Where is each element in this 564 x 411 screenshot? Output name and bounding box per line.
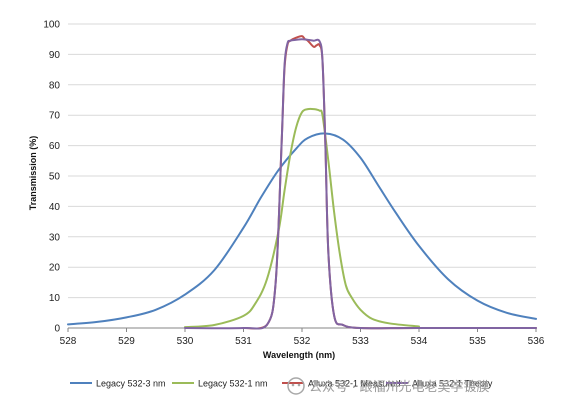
x-axis-ticks: 528 529 530 531 532 533 534 535 536	[60, 328, 545, 347]
wechat-icon	[287, 377, 305, 395]
x-tick-label: 536	[528, 336, 545, 347]
y-tick-label: 30	[49, 232, 61, 243]
wechat-icon-dot	[291, 383, 295, 387]
series-legacy-532-3nm	[67, 132, 537, 326]
y-tick-label: 90	[49, 50, 61, 61]
y-tick-label: 20	[49, 263, 61, 274]
watermark-text: 公众号 · 跟福州光电老吴学镀膜	[309, 379, 490, 394]
y-tick-label: 60	[49, 141, 61, 152]
x-axis-title: Wavelength (nm)	[263, 350, 335, 360]
x-tick-label: 532	[294, 336, 311, 347]
series-legacy-532-1nm	[184, 107, 420, 329]
watermark: 公众号 · 跟福州光电老吴学镀膜	[287, 377, 490, 395]
legend-label: Legacy 532-1 nm	[198, 379, 268, 389]
grid	[68, 23, 536, 329]
x-tick-label: 530	[177, 336, 194, 347]
x-tick-label: 533	[352, 336, 369, 347]
series-alluxa-theory	[184, 38, 537, 330]
y-tick-label: 40	[49, 202, 61, 213]
y-tick-label: 100	[43, 20, 60, 31]
legend-label: Alluxa 532-1 Measured	[308, 379, 401, 389]
x-tick-label: 531	[235, 336, 252, 347]
plot-series	[67, 35, 537, 330]
wechat-icon-dot	[297, 383, 301, 387]
y-tick-label: 70	[49, 111, 61, 122]
y-tick-label: 0	[54, 324, 60, 335]
series-alluxa-measured	[242, 35, 537, 330]
x-tick-label: 535	[469, 336, 486, 347]
x-tick-label: 528	[60, 336, 77, 347]
legend-label: Alluxa 532-1 Theory	[412, 379, 493, 389]
y-axis-ticks: 0 10 20 30 40 50 60 70 80 90 100	[43, 20, 60, 335]
y-tick-label: 10	[49, 293, 61, 304]
legend: Legacy 532-3 nm Legacy 532-1 nm Alluxa 532…	[70, 379, 493, 389]
legend-label: Legacy 532-3 nm	[96, 379, 166, 389]
x-tick-label: 529	[118, 336, 135, 347]
y-tick-label: 50	[49, 172, 61, 183]
y-axis-title: Transmission (%)	[28, 136, 38, 211]
y-tick-label: 80	[49, 80, 61, 91]
x-tick-label: 534	[411, 336, 428, 347]
